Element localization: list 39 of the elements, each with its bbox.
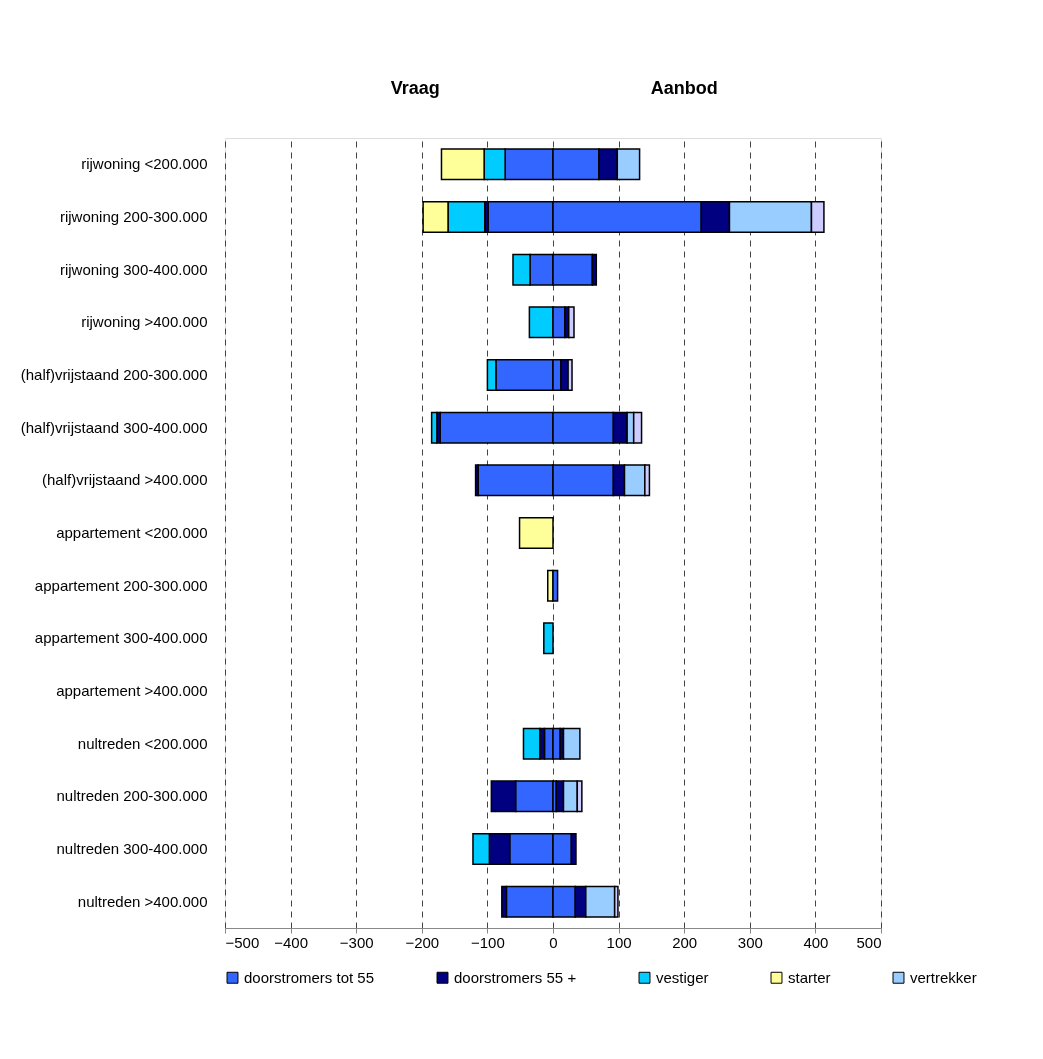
bar	[562, 727, 581, 760]
bar	[518, 516, 554, 550]
x-tick-label: 0	[549, 933, 558, 951]
legend-label: doorstromers 55 +	[454, 968, 577, 986]
y-tick-label: nultreden <200.000	[77, 734, 208, 752]
x-tick-label: −400	[274, 933, 308, 951]
legend-label: vertrekker	[910, 968, 977, 986]
y-tick-label: rijwoning 300-400.000	[59, 260, 208, 278]
y-tick-label: appartement 300-400.000	[34, 629, 208, 647]
bar	[567, 306, 575, 339]
y-tick-label: rijwoning >400.000	[81, 313, 208, 331]
y-tick-label: appartement >400.000	[56, 682, 208, 699]
x-tick-label: −300	[339, 933, 374, 951]
x-tick-label: −500	[225, 933, 260, 951]
legend-label: vestiger	[656, 968, 709, 986]
bar	[430, 411, 438, 444]
y-tick-label: (half)vrijstaand 300-400.000	[20, 418, 208, 436]
y-tick-label: appartement <200.000	[56, 524, 208, 541]
bar	[522, 727, 541, 760]
y-tick-label: (half)vrijstaand 200-300.000	[20, 366, 208, 383]
y-tick-label: rijwoning <200.000	[81, 155, 208, 173]
y-tick-label: nultreden 200-300.000	[56, 787, 208, 805]
x-tick-label: −100	[471, 933, 505, 951]
y-tick-label: nultreden >400.000	[77, 892, 208, 910]
text: Aanbod	[650, 78, 718, 98]
legend-label: doorstromers tot 55	[244, 968, 375, 986]
x-tick-label: 200	[672, 933, 698, 951]
y-tick-label: appartement 200-300.000	[34, 576, 208, 594]
text: Vraag	[390, 78, 440, 98]
y-tick-label: nultreden 300-400.000	[56, 840, 208, 857]
x-tick-label: 300	[737, 933, 763, 951]
legend-label: starter	[788, 968, 831, 986]
x-tick-label: 500	[856, 933, 882, 951]
bar	[543, 622, 554, 655]
y-tick-label: (half)vrijstaand >400.000	[41, 471, 208, 489]
x-tick-label: 400	[803, 933, 829, 951]
x-tick-label: 100	[606, 933, 632, 951]
x-tick-label: −200	[405, 933, 440, 951]
y-tick-label: rijwoning 200-300.000	[59, 208, 208, 225]
